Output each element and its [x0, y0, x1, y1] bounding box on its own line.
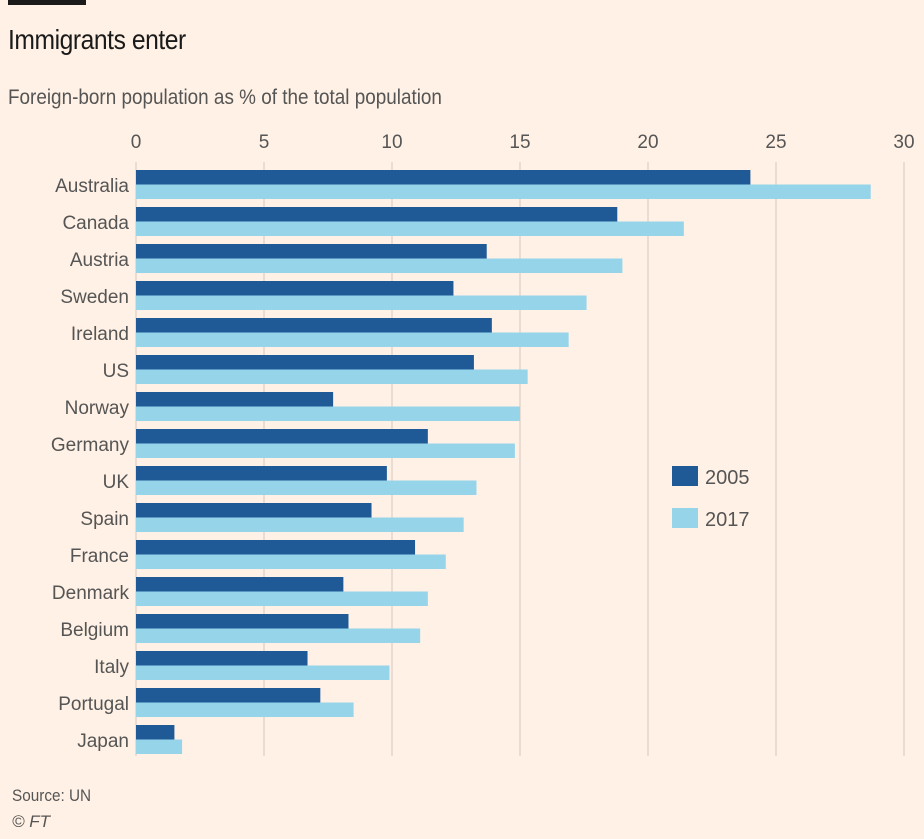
x-tick-label: 5: [259, 132, 270, 153]
bar-2017-germany: [136, 443, 515, 458]
category-label: France: [70, 546, 129, 567]
bar-2005-sweden: [136, 281, 454, 296]
x-tick-label: 30: [893, 132, 914, 153]
bar-2017-canada: [136, 221, 684, 236]
category-label: Sweden: [60, 287, 129, 308]
bar-2005-uk: [136, 466, 387, 481]
bar-2017-sweden: [136, 295, 587, 310]
bar-2005-spain: [136, 503, 372, 518]
chart-title: Immigrants enter: [8, 24, 186, 55]
bar-2005-portugal: [136, 688, 321, 703]
bar-2017-spain: [136, 517, 464, 532]
bar-2005-australia: [136, 170, 751, 185]
bar-2017-ireland: [136, 332, 569, 347]
bar-2017-us: [136, 369, 528, 384]
x-tick-label: 20: [637, 132, 658, 153]
category-label: Italy: [94, 657, 129, 678]
bar-2005-norway: [136, 392, 334, 407]
category-label: Austria: [70, 250, 130, 271]
category-label: Denmark: [52, 583, 130, 604]
bar-2017-belgium: [136, 628, 421, 643]
bar-2017-norway: [136, 406, 520, 421]
bar-2005-germany: [136, 429, 428, 444]
bar-2017-denmark: [136, 591, 428, 606]
ft-brand-bar: [8, 0, 86, 5]
source-note: Source: UN: [12, 786, 92, 805]
legend-swatch-2017: [672, 508, 698, 528]
x-tick-label: 10: [381, 132, 402, 153]
ft-credit: © FT: [12, 812, 51, 831]
category-label: Spain: [80, 509, 129, 530]
bar-2017-austria: [136, 258, 623, 273]
category-label: Germany: [51, 435, 130, 456]
category-label: Norway: [65, 398, 130, 419]
bar-2017-uk: [136, 480, 477, 495]
bar-2005-us: [136, 355, 474, 370]
bar-2017-japan: [136, 739, 183, 754]
category-label: Canada: [62, 213, 129, 234]
bar-2005-ireland: [136, 318, 492, 333]
bar-2005-france: [136, 540, 416, 555]
legend-swatch-2005: [672, 466, 698, 486]
bar-2005-italy: [136, 651, 308, 666]
x-tick-label: 25: [765, 132, 786, 153]
category-label: US: [103, 361, 129, 382]
bar-2017-france: [136, 554, 446, 569]
chart-subtitle: Foreign-born population as % of the tota…: [8, 86, 442, 109]
category-label: Belgium: [60, 620, 129, 641]
bar-2005-austria: [136, 244, 487, 259]
category-label: UK: [103, 472, 130, 493]
bar-2017-portugal: [136, 702, 354, 717]
bar-2005-canada: [136, 207, 618, 222]
x-tick-label: 0: [131, 132, 142, 153]
x-tick-label: 15: [509, 132, 530, 153]
legend-label-2017: 2017: [705, 509, 750, 531]
bar-2005-denmark: [136, 577, 344, 592]
bar-2005-belgium: [136, 614, 349, 629]
category-label: Australia: [55, 176, 129, 197]
category-label: Ireland: [71, 324, 129, 345]
bar-2017-italy: [136, 665, 390, 680]
bar-2005-japan: [136, 725, 175, 740]
legend-label-2005: 2005: [705, 467, 750, 489]
category-label: Japan: [77, 731, 129, 752]
category-label: Portugal: [58, 694, 129, 715]
bar-2017-australia: [136, 184, 871, 199]
